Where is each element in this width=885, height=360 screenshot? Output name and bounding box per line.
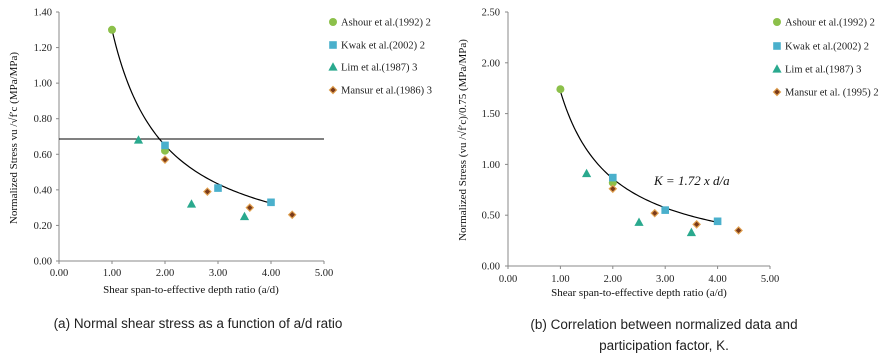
chart-a-legend: Ashour et al.(1992) 2 Kwak et al.(2002) 2… xyxy=(328,18,432,97)
chart-a-y-tick-label: 0.00 xyxy=(34,257,52,268)
chart-b-annotation: K = 1.72 x d/a xyxy=(653,173,730,188)
chart-b-y-tick-label: 0.00 xyxy=(482,262,500,273)
chart-b-x-tick-label: 4.00 xyxy=(708,274,726,285)
chart-a-y-tick-label: 0.60 xyxy=(34,150,52,161)
chart-a-data-point xyxy=(245,203,255,212)
chart-a-data-point xyxy=(239,211,250,221)
chart-b-y-tick-label: 2.50 xyxy=(482,8,500,19)
chart-a-y-ticks: 0.00 0.20 0.40 0.60 0.80 1.00 1.20 1.40 xyxy=(34,8,59,268)
chart-a-x-tick-label: 3.00 xyxy=(209,268,227,279)
chart-b-y-tick-label: 1.00 xyxy=(482,160,500,171)
chart-b-x-tick-label: 5.00 xyxy=(761,274,779,285)
chart-b-legend-marker xyxy=(773,42,781,50)
chart-a-y-tick-label: 0.20 xyxy=(34,221,52,232)
chart-b-data-point xyxy=(692,219,701,229)
chart-a-data-point xyxy=(267,198,275,207)
chart-a-data-point xyxy=(160,155,170,164)
chart-a-legend-label: Ashour et al.(1992) 2 xyxy=(341,18,431,29)
chart-b-legend-marker xyxy=(773,18,781,26)
chart-a-data-point xyxy=(133,135,144,144)
chart-b-legend-label: Ashour et al.(1992) 2 xyxy=(785,18,875,29)
chart-b: 0.00 0.50 1.00 1.50 2.00 2.50 0.00 1.00 2.00 3.0… xyxy=(457,8,879,354)
chart-a-x-ticks: 0.00 1.00 2.00 3.00 4.00 5.00 xyxy=(50,261,333,279)
chart-a-data-point xyxy=(161,141,169,150)
chart-b-x-ticks: 0.00 1.00 2.00 3.00 4.00 5.00 xyxy=(499,266,779,285)
chart-b-data-point xyxy=(582,168,592,178)
chart-a-data-point xyxy=(186,199,197,208)
chart-b-y-tick-label: 2.00 xyxy=(482,58,500,69)
chart-b-x-tick-label: 3.00 xyxy=(656,274,674,285)
chart-a-data-point xyxy=(214,184,222,192)
chart-a-data-point xyxy=(108,25,116,34)
chart-a-legend-marker xyxy=(329,18,337,26)
chart-b-x-tick-label: 1.00 xyxy=(551,274,569,285)
chart-b-caption-line2: participation factor, K. xyxy=(599,338,729,353)
chart-b-data-point xyxy=(661,206,669,214)
chart-a-fit-curve xyxy=(111,29,272,204)
chart-a-legend-marker xyxy=(328,62,338,71)
chart-b-x-label: Shear span-to-effective depth ratio (a/d… xyxy=(551,287,727,299)
chart-a-x-tick-label: 0.00 xyxy=(50,268,68,279)
chart-b-data-point xyxy=(609,173,617,182)
chart-b-data-point xyxy=(713,217,722,226)
chart-a-x-tick-label: 2.00 xyxy=(156,268,174,279)
chart-a-y-tick-label: 1.40 xyxy=(34,8,52,19)
chart-a-y-tick-label: 0.40 xyxy=(34,185,52,196)
chart-a: 0.00 0.20 0.40 0.60 0.80 1.00 1.20 1.40 0.00 1.0… xyxy=(8,8,432,332)
chart-b-y-tick-label: 0.50 xyxy=(482,211,500,222)
chart-a-legend-marker xyxy=(328,85,338,95)
chart-b-data-point xyxy=(734,226,743,235)
chart-b-y-label: Normalized Stress (vu /√f′c)/0.75 (MPa/M… xyxy=(457,39,469,241)
chart-a-legend-label: Kwak et al.(2002) 2 xyxy=(341,41,425,52)
chart-a-x-tick-label: 5.00 xyxy=(315,268,333,279)
chart-b-data-point xyxy=(608,184,618,194)
chart-b-legend-label: Mansur et al. (1995) 2 xyxy=(785,88,879,99)
chart-b-legend-marker xyxy=(772,64,782,73)
chart-a-y-tick-label: 1.00 xyxy=(34,79,52,90)
chart-b-legend-marker xyxy=(772,87,782,97)
chart-b-caption-line1: (b) Correlation between normalized data … xyxy=(530,317,797,332)
chart-b-y-tick-label: 1.50 xyxy=(482,109,500,120)
chart-b-legend: Ashour et al.(1992) 2 Kwak et al.(2002) 2… xyxy=(772,18,879,99)
chart-a-y-tick-label: 1.20 xyxy=(34,43,52,54)
chart-a-legend-marker xyxy=(329,41,337,49)
chart-a-x-label: Shear span-to-effective depth ratio (a/d… xyxy=(103,284,279,296)
chart-a-x-tick-label: 4.00 xyxy=(262,268,280,279)
chart-b-x-tick-label: 0.00 xyxy=(499,274,517,285)
chart-a-data-point xyxy=(287,210,297,220)
chart-b-points xyxy=(556,85,743,237)
chart-b-fit-curve xyxy=(559,91,718,223)
chart-b-legend-label: Lim et al.(1987) 3 xyxy=(785,65,861,76)
chart-a-legend-label: Lim et al.(1987) 3 xyxy=(341,63,417,74)
chart-a-y-tick-label: 0.80 xyxy=(34,114,52,125)
chart-a-data-point xyxy=(203,187,212,196)
chart-b-y-ticks: 0.00 0.50 1.00 1.50 2.00 2.50 xyxy=(482,8,508,273)
chart-b-data-point xyxy=(634,217,644,226)
chart-a-points xyxy=(108,25,297,221)
chart-b-data-point xyxy=(686,227,696,237)
chart-a-y-label: Normalized Stress vu /√f′c (MPa/MPa) xyxy=(8,52,20,225)
chart-b-x-tick-label: 2.00 xyxy=(604,274,622,285)
chart-a-caption: (a) Normal shear stress as a function of… xyxy=(54,316,343,331)
chart-a-x-tick-label: 1.00 xyxy=(103,268,121,279)
chart-b-data-point xyxy=(556,85,565,94)
chart-b-data-point xyxy=(650,208,660,218)
chart-a-legend-label: Mansur et al.(1986) 3 xyxy=(341,86,432,97)
chart-b-legend-label: Kwak et al.(2002) 2 xyxy=(785,42,869,53)
